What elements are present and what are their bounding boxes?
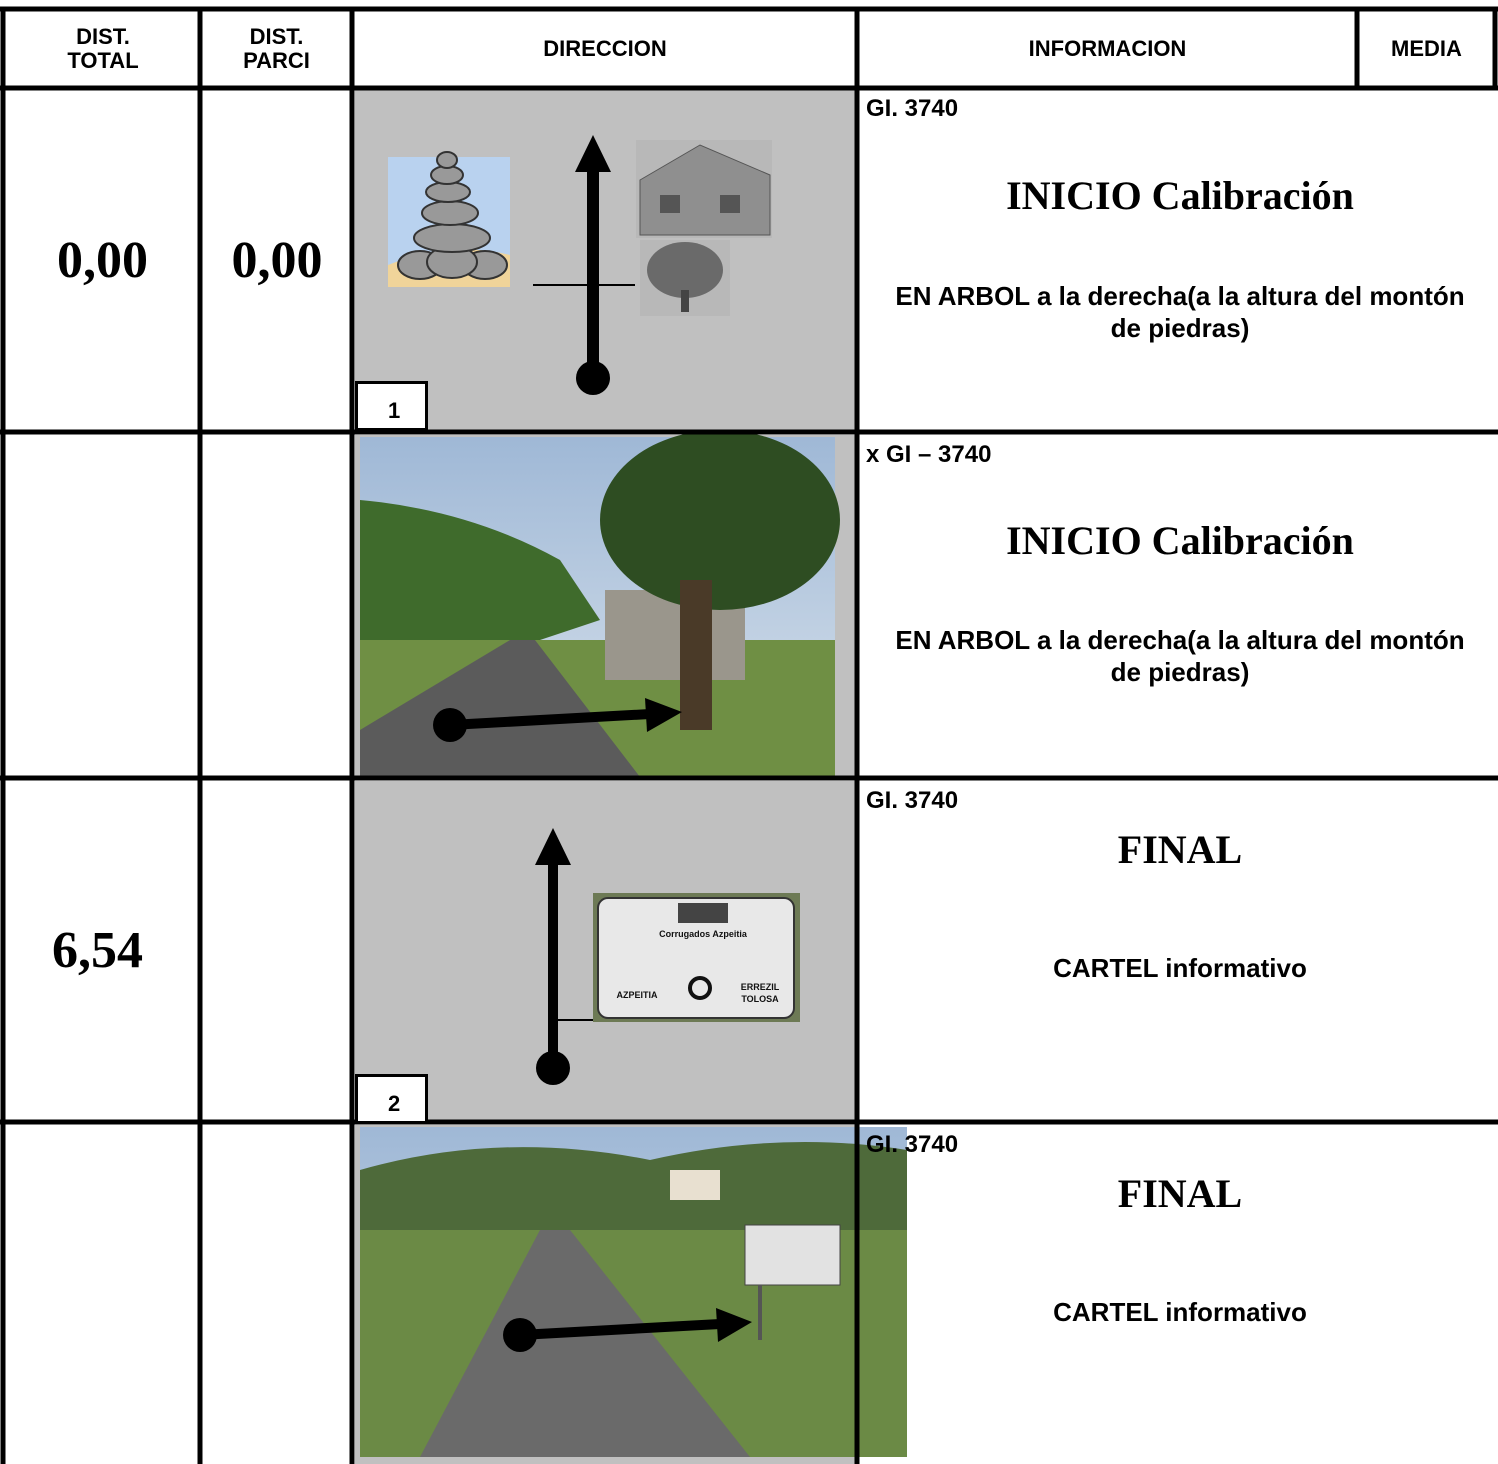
header: DIST. TOTAL <box>67 24 139 73</box>
arrow-dot <box>503 1318 537 1352</box>
arrow-head <box>716 1308 752 1342</box>
header: DIST. PARCI <box>243 24 310 73</box>
cairn <box>397 151 508 280</box>
sign-text: Corrugados Azpeitia AZPEITIA ERREZIL TOL… <box>616 929 779 1004</box>
arrow-dot <box>576 361 610 395</box>
sign-icon <box>678 903 728 923</box>
note: EN ARBOL a la derecha(a la altura del mo… <box>895 625 1465 687</box>
window <box>720 195 740 213</box>
arrow-dot <box>536 1051 570 1085</box>
header: INFORMACION <box>1028 36 1187 61</box>
road: GI. 3740 <box>866 1131 959 1158</box>
sign-right: TOLOSA <box>741 994 779 1004</box>
sign-left: AZPEITIA <box>616 990 658 1000</box>
tree-crown <box>600 430 840 610</box>
arrow-dot <box>433 708 467 742</box>
title: INICIO Calibración <box>1006 518 1354 563</box>
trunk <box>681 290 689 312</box>
road: GI. 3740 <box>866 787 959 814</box>
box-number: 2 <box>355 1074 428 1124</box>
tree-trunk <box>680 580 712 730</box>
sign-top: Corrugados Azpeitia <box>659 929 748 939</box>
road: GI. 3740 <box>866 95 959 122</box>
box-number: 1 <box>355 381 428 431</box>
mountain <box>360 1142 907 1250</box>
note: CARTEL informativo <box>1053 1297 1307 1327</box>
sign <box>597 897 795 1019</box>
road <box>360 640 640 777</box>
title: INICIO Calibración <box>1006 173 1354 218</box>
dist-parci: 0,00 <box>231 231 323 289</box>
title: FINAL <box>1117 1171 1243 1216</box>
note: CARTEL informativo <box>1053 953 1307 983</box>
arrow <box>519 1319 721 1340</box>
header: MEDIA <box>1391 36 1462 61</box>
arrow-head <box>645 698 682 732</box>
road <box>420 1230 750 1457</box>
dist-total: 0,00 <box>57 231 148 289</box>
roundabout <box>688 976 712 1000</box>
arrow-head <box>535 828 571 865</box>
sign <box>744 1224 841 1286</box>
window <box>660 195 680 213</box>
dist-total: 6,54 <box>52 921 143 979</box>
sign-right: ERREZIL <box>741 982 780 992</box>
road: x GI – 3740 <box>866 441 992 468</box>
arrow-head <box>575 135 611 172</box>
title: FINAL <box>1117 827 1243 872</box>
arrow <box>449 709 651 730</box>
table-grid <box>0 6 1498 1464</box>
header: DIRECCION <box>543 36 667 61</box>
note: EN ARBOL a la derecha(a la altura del mo… <box>895 281 1465 343</box>
house <box>670 1170 720 1200</box>
tree <box>647 242 723 298</box>
